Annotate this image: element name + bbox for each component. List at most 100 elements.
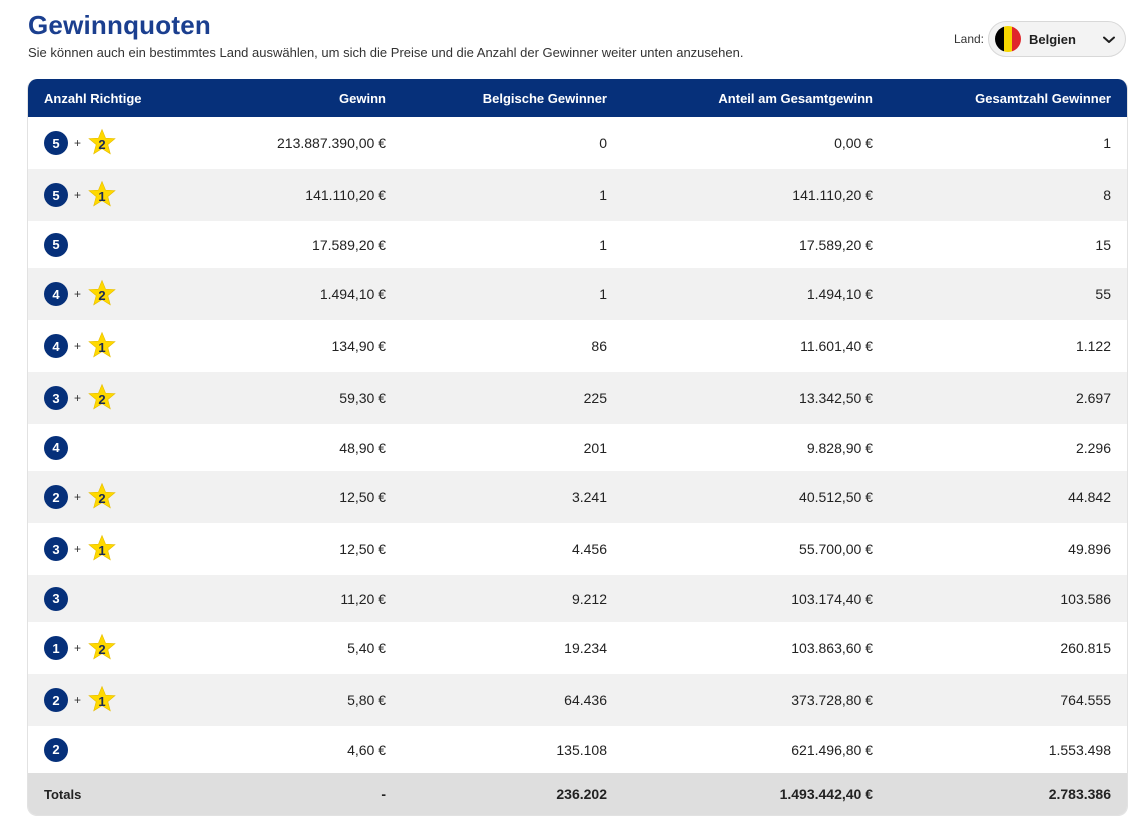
plus-sign: + — [74, 542, 82, 556]
cell-local-winners: 3.241 — [571, 489, 607, 505]
cell-share: 621.496,80 € — [791, 741, 873, 758]
column-header: Anzahl Richtige — [44, 90, 142, 106]
page-title: Gewinnquoten — [28, 10, 211, 40]
chevron-down-icon — [1103, 32, 1115, 47]
cell-prize: 5,80 € — [347, 692, 386, 708]
match-combo: 2 — [44, 737, 152, 762]
table-row: 3 +1 12,50 € 4.456 55.700,00 € 49.896 — [28, 523, 1127, 575]
table-row: 2 4,60 € 135.108 621.496,80 € 1.553.498 — [28, 726, 1127, 773]
cell-local-winners: 64.436 — [564, 692, 607, 708]
belgium-flag-icon — [995, 26, 1021, 52]
cell-share: 1.494,10 € — [806, 286, 873, 302]
lucky-star-icon: 2 — [87, 633, 117, 663]
number-ball: 4 — [44, 282, 68, 306]
table-row: 5 +2 213.887.390,00 € 0 0,00 € 1 — [28, 117, 1127, 169]
number-ball: 5 — [44, 183, 68, 207]
cell-total-winners: 764.555 — [1060, 692, 1111, 708]
totals-total-winners: 2.783.386 — [1048, 786, 1111, 802]
cell-prize: 213.887.390,00 € — [277, 135, 386, 151]
lucky-star-icon: 2 — [87, 128, 117, 158]
lucky-star-icon: 1 — [87, 685, 117, 715]
cell-match: 5 +2 — [28, 117, 168, 169]
cell-share: 9.828,90 € — [806, 439, 873, 456]
cell-match: 2 — [28, 726, 168, 773]
number-ball: 2 — [44, 688, 68, 712]
table-row: 3 11,20 € 9.212 103.174,40 € 103.586 — [28, 575, 1127, 622]
cell-total-winners: 103.586 — [1060, 590, 1111, 607]
cell-total-winners: 8 — [1103, 187, 1111, 203]
cell-share: 103.863,60 € — [791, 640, 873, 656]
cell-total-winners: 44.842 — [1068, 489, 1111, 505]
cell-total-winners: 260.815 — [1060, 640, 1111, 656]
number-ball: 4 — [44, 435, 68, 460]
cell-match: 1 +2 — [28, 622, 168, 674]
cell-local-winners: 19.234 — [564, 640, 607, 656]
lucky-star-count: 1 — [98, 542, 106, 558]
totals-prize: - — [381, 786, 386, 802]
lucky-star-count: 2 — [98, 136, 106, 152]
number-ball: 3 — [44, 386, 68, 410]
cell-share: 17.589,20 € — [799, 236, 873, 253]
cell-match: 4 — [28, 424, 168, 471]
cell-share: 373.728,80 € — [791, 692, 873, 708]
cell-prize: 134,90 € — [331, 338, 387, 354]
match-combo: 2 +2 — [44, 482, 152, 512]
flag-stripe-yellow — [1003, 26, 1013, 52]
cell-local-winners: 1 — [599, 236, 607, 253]
table-row: 2 +2 12,50 € 3.241 40.512,50 € 44.842 — [28, 471, 1127, 523]
cell-prize: 4,60 € — [347, 741, 386, 758]
table-body: 5 +2 213.887.390,00 €0 0,00 €1 5 +1 141.110,20… — [28, 117, 1127, 815]
cell-match: 5 +1 — [28, 169, 168, 221]
plus-sign: + — [74, 391, 82, 405]
country-selected-value: Belgien — [1029, 31, 1076, 47]
cell-prize: 12,50 € — [339, 489, 386, 505]
number-ball: 4 — [44, 334, 68, 358]
column-header: Anteil am Gesamtgewinn — [718, 90, 873, 106]
table-row: 4 +1 134,90 € 86 11.601,40 € 1.122 — [28, 320, 1127, 372]
plus-sign: + — [74, 287, 82, 301]
cell-local-winners: 201 — [583, 439, 607, 456]
cell-local-winners: 1 — [599, 286, 607, 302]
lucky-star-count: 2 — [98, 641, 106, 657]
cell-local-winners: 225 — [583, 390, 607, 406]
cell-share: 103.174,40 € — [791, 590, 873, 607]
lucky-star-count: 1 — [98, 693, 106, 709]
lucky-star-count: 2 — [98, 391, 106, 407]
lucky-star-icon: 1 — [87, 180, 117, 210]
cell-prize: 141.110,20 € — [305, 187, 386, 203]
number-ball: 3 — [44, 537, 68, 561]
table-row: 5 +1 141.110,20 € 1 141.110,20 € 8 — [28, 169, 1127, 221]
number-ball: 5 — [44, 131, 68, 155]
match-combo: 4 +1 — [44, 331, 152, 361]
country-label: Land: — [953, 32, 984, 46]
cell-prize: 5,40 € — [347, 640, 386, 656]
table-row: 5 17.589,20 € 1 17.589,20 € 15 — [28, 221, 1127, 268]
country-select[interactable]: Belgien — [988, 21, 1126, 57]
match-combo: 2 +1 — [44, 685, 152, 715]
cell-match: 3 +1 — [28, 523, 168, 575]
number-ball: 2 — [44, 737, 68, 762]
cell-total-winners: 1 — [1103, 135, 1111, 151]
match-combo: 5 — [44, 232, 152, 257]
table-row: 3 +2 59,30 € 225 13.342,50 € 2.697 — [28, 372, 1127, 424]
number-ball: 1 — [44, 636, 68, 660]
match-combo: 3 +2 — [44, 383, 152, 413]
lucky-star-count: 2 — [98, 287, 106, 303]
column-header: Gewinn — [339, 90, 386, 106]
cell-share: 11.601,40 € — [800, 338, 873, 354]
cell-share: 0,00 € — [834, 135, 873, 151]
lucky-star-icon: 2 — [87, 482, 117, 512]
totals-label: Totals — [44, 786, 82, 802]
cell-match: 3 — [28, 575, 168, 622]
flag-stripe-red — [1012, 26, 1021, 52]
match-combo: 5 +1 — [44, 180, 152, 210]
cell-match: 3 +2 — [28, 372, 168, 424]
lucky-star-icon: 1 — [87, 534, 117, 564]
number-ball: 2 — [44, 485, 68, 509]
cell-prize: 59,30 € — [339, 390, 386, 406]
cell-prize: 11,20 € — [340, 590, 386, 607]
lucky-star-count: 1 — [98, 188, 106, 204]
plus-sign: + — [74, 339, 82, 353]
cell-total-winners: 15 — [1095, 236, 1111, 253]
flag-stripe-black — [995, 26, 1004, 52]
